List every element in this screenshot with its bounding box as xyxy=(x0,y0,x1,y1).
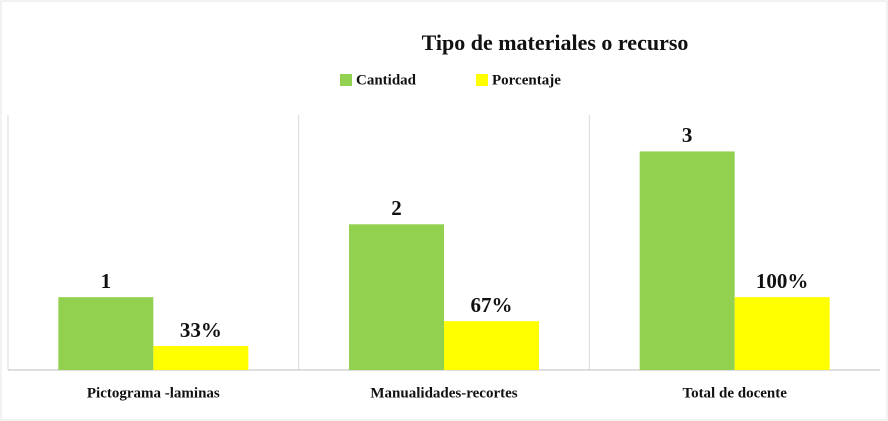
x-tick-label: Total de docente xyxy=(682,385,787,401)
data-label: 2 xyxy=(391,196,402,220)
bar xyxy=(639,151,735,370)
legend-label: Cantidad xyxy=(356,72,417,88)
chart-title: Tipo de materiales o recurso xyxy=(422,30,689,55)
data-label: 3 xyxy=(682,123,693,147)
bar xyxy=(444,321,539,370)
data-label: 33% xyxy=(180,318,222,342)
data-label: 100% xyxy=(756,269,809,293)
bar xyxy=(734,297,830,370)
legend-label: Porcentaje xyxy=(492,72,561,88)
x-tick-label: Manualidades-recortes xyxy=(370,385,517,401)
bar xyxy=(58,297,154,370)
bar xyxy=(153,345,249,370)
data-label: 67% xyxy=(471,293,513,317)
x-tick-label: Pictograma -laminas xyxy=(87,385,220,401)
bar xyxy=(349,224,444,370)
data-label: 1 xyxy=(101,269,112,293)
legend-swatch xyxy=(476,74,488,86)
legend-swatch xyxy=(340,74,352,86)
